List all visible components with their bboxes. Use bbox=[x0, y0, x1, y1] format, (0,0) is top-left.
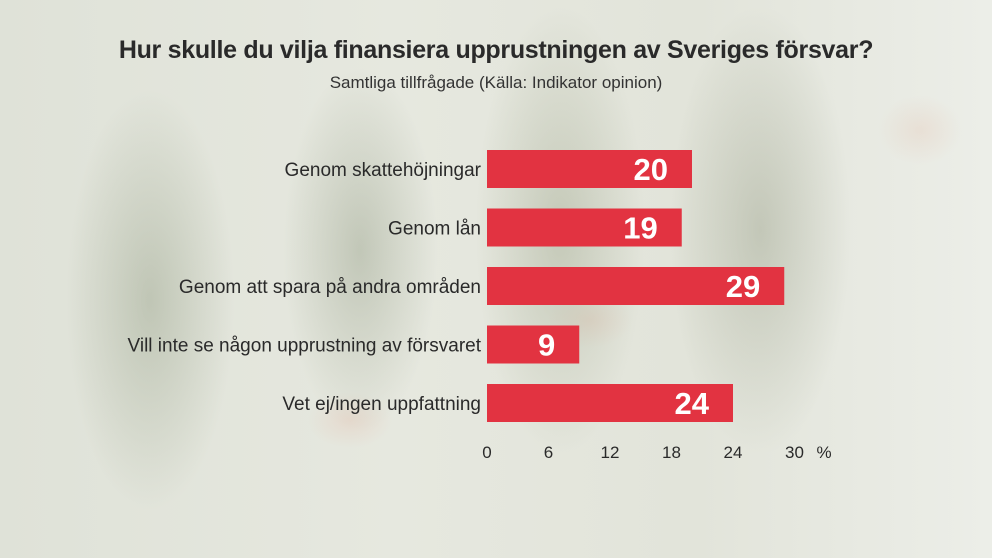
x-tick-label: 12 bbox=[601, 443, 620, 462]
x-tick-label: 18 bbox=[662, 443, 681, 462]
x-tick-label: 6 bbox=[544, 443, 553, 462]
bar bbox=[487, 267, 785, 305]
value-label: 24 bbox=[675, 386, 710, 421]
category-label: Genom att spara på andra områden bbox=[179, 277, 481, 298]
category-label: Vet ej/ingen uppfattning bbox=[282, 394, 481, 415]
chart-title: Hur skulle du vilja finansiera upprustni… bbox=[118, 36, 874, 64]
value-label: 19 bbox=[623, 211, 657, 246]
bar bbox=[487, 150, 692, 188]
x-axis-unit: % bbox=[817, 443, 832, 462]
bar bbox=[487, 208, 682, 247]
category-label: Genom skattehöjningar bbox=[285, 160, 482, 181]
value-label: 20 bbox=[634, 152, 668, 187]
x-tick-label: 0 bbox=[482, 443, 491, 462]
x-tick-label: 30 bbox=[785, 443, 804, 462]
bar bbox=[487, 384, 733, 422]
x-tick-label: 24 bbox=[724, 443, 743, 462]
category-label: Vill inte se någon upprustning av försva… bbox=[128, 336, 482, 357]
bar bbox=[487, 325, 580, 364]
category-label: Genom lån bbox=[388, 219, 481, 240]
value-label: 29 bbox=[726, 269, 760, 304]
chart-subtitle: Samtliga tillfrågade (Källa: Indikator o… bbox=[329, 73, 663, 92]
value-label: 9 bbox=[538, 328, 555, 363]
